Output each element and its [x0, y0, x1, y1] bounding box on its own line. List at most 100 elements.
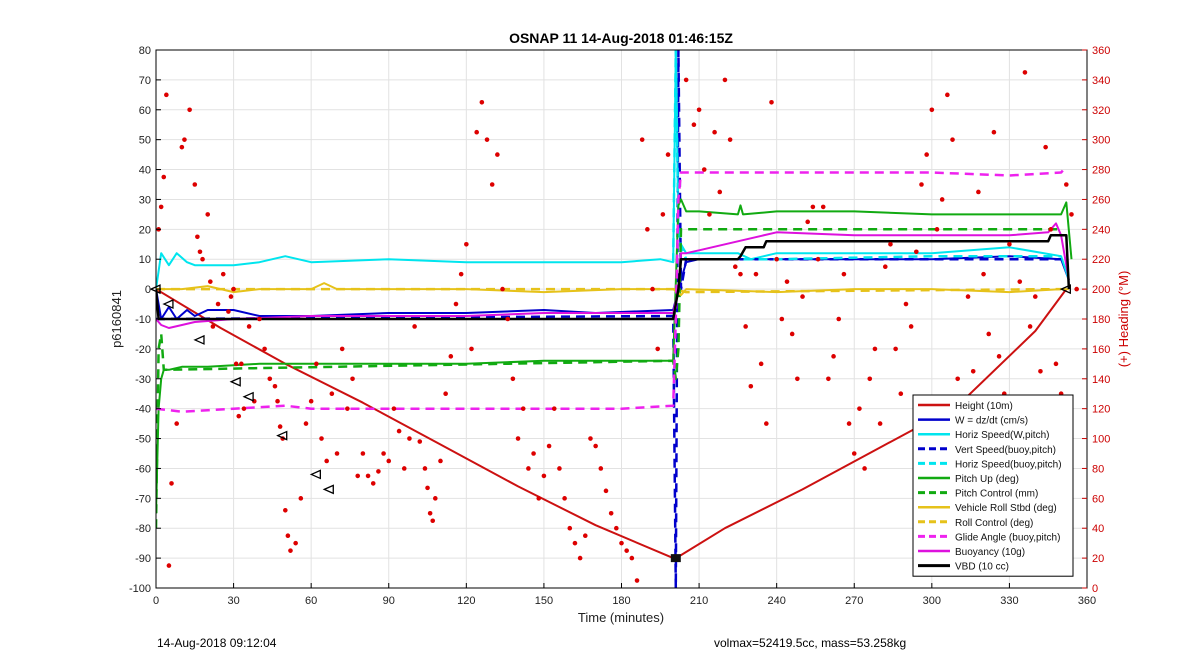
- y-axis-label-left: p6160841: [109, 290, 124, 348]
- heading-point: [789, 331, 795, 337]
- heading-point: [655, 346, 661, 352]
- heading-point: [1032, 294, 1038, 299]
- heading-point: [582, 533, 588, 538]
- heading-point: [934, 227, 940, 232]
- heading-point: [882, 264, 888, 269]
- heading-point: [246, 324, 252, 329]
- heading-point: [396, 428, 402, 434]
- heading-point: [898, 391, 904, 397]
- triangle-markers-layer: [149, 284, 1071, 563]
- heading-point: [857, 406, 862, 411]
- series-line-9: [156, 165, 1068, 413]
- x-tick-label: 180: [612, 595, 630, 607]
- y-tick-label-left: -60: [135, 463, 151, 475]
- heading-point: [707, 212, 712, 217]
- y-tick-label-left: -50: [135, 434, 151, 446]
- heading-point: [453, 301, 459, 307]
- y-tick-label-right: 20: [1092, 553, 1104, 565]
- heading-point: [427, 510, 433, 516]
- y-tick-label-left: 40: [139, 165, 151, 177]
- heading-point: [691, 122, 697, 128]
- legend: Height (10m) W = dz/dt (cm/s) Horiz Speed(…: [912, 394, 1074, 577]
- heading-point: [536, 496, 542, 501]
- heading-point: [784, 279, 790, 284]
- heading-point: [810, 204, 816, 210]
- heading-point: [430, 518, 436, 524]
- footer-timestamp: 14-Aug-2018 09:12:04: [157, 636, 277, 650]
- heading-point: [872, 346, 878, 352]
- y-tick-label-right: 0: [1092, 583, 1098, 595]
- y-tick-label-left: -40: [135, 404, 151, 416]
- legend-entry: Pitch Control (mm): [955, 489, 1038, 500]
- heading-point: [1017, 279, 1023, 284]
- heading-point: [197, 249, 203, 255]
- heading-point: [903, 301, 909, 307]
- footer-volmax-mass: volmax=52419.5cc, mass=53.258kg: [714, 636, 907, 650]
- heading-point: [614, 525, 619, 531]
- heading-point: [381, 451, 386, 456]
- y-tick-label-left: -70: [135, 493, 151, 505]
- legend-entry: Vert Speed(buoy,pitch): [955, 445, 1056, 456]
- heading-point: [769, 100, 774, 105]
- heading-point: [500, 286, 505, 292]
- heading-point: [645, 227, 650, 232]
- heading-point: [991, 129, 997, 135]
- triangle-marker: [193, 334, 205, 345]
- heading-point: [277, 424, 283, 429]
- heading-point: [722, 77, 728, 83]
- heading-point: [603, 488, 609, 494]
- heading-point: [826, 376, 831, 382]
- heading-point: [324, 458, 329, 464]
- legend-entry: VBD (10 cc): [955, 562, 1009, 573]
- heading-point: [531, 451, 536, 456]
- heading-point: [489, 182, 495, 187]
- heading-point: [976, 189, 981, 195]
- heading-point: [683, 77, 689, 83]
- y-tick-label-left: -10: [135, 314, 151, 326]
- heading-point: [634, 578, 640, 583]
- x-tick-label: 330: [1000, 595, 1018, 607]
- heading-point: [231, 286, 236, 292]
- legend-entry: Pitch Up (deg): [955, 474, 1019, 485]
- heading-point: [665, 152, 671, 157]
- heading-point: [345, 406, 350, 411]
- heading-point: [433, 496, 438, 501]
- heading-point: [795, 376, 800, 382]
- heading-point: [370, 481, 376, 486]
- heading-points-layer: [156, 70, 1079, 583]
- heading-point: [732, 264, 738, 269]
- x-tick-label: 0: [153, 595, 159, 607]
- legend-entry: Horiz Speed(W,pitch): [955, 430, 1049, 441]
- heading-point: [893, 346, 898, 352]
- heading-point: [660, 212, 666, 217]
- heading-point: [996, 354, 1002, 359]
- heading-point: [955, 376, 960, 382]
- heading-point: [888, 241, 893, 247]
- heading-point: [262, 346, 267, 352]
- heading-point: [577, 555, 583, 561]
- heading-point: [1022, 70, 1028, 75]
- heading-point: [526, 466, 531, 471]
- heading-point: [939, 197, 945, 202]
- y-tick-label-right: 340: [1092, 75, 1110, 87]
- heading-point: [484, 137, 490, 142]
- heading-point: [748, 383, 754, 389]
- heading-point: [192, 182, 198, 187]
- heading-point: [1048, 227, 1054, 232]
- series-layer: [156, 50, 1073, 588]
- heading-point: [862, 466, 867, 471]
- legend-entry: Horiz Speed(buoy,pitch): [955, 459, 1062, 470]
- heading-point: [195, 234, 200, 240]
- y-tick-label-right: 300: [1092, 135, 1110, 147]
- heading-point: [567, 525, 573, 531]
- heading-point: [164, 92, 169, 98]
- heading-point: [1053, 361, 1059, 367]
- heading-point: [712, 129, 717, 135]
- heading-point: [758, 361, 764, 367]
- heading-point: [169, 481, 174, 486]
- heading-point: [546, 443, 552, 449]
- series-line-2: [156, 50, 1070, 290]
- x-tick-label: 270: [845, 595, 863, 607]
- heading-point: [308, 398, 314, 404]
- heading-point: [339, 346, 345, 352]
